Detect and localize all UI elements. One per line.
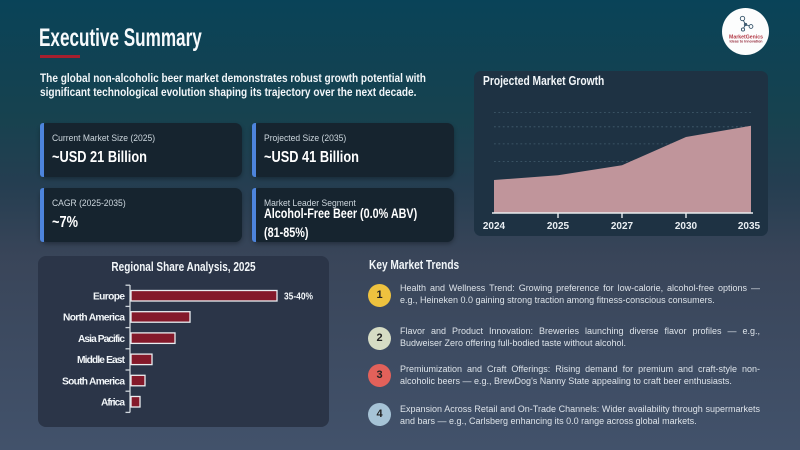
svg-text:Middle East: Middle East [77, 355, 126, 366]
svg-text:2035: 2035 [738, 221, 761, 232]
svg-text:2030: 2030 [675, 221, 698, 232]
svg-text:MarketGenics: MarketGenics [729, 34, 763, 40]
svg-text:35-40%: 35-40% [284, 292, 313, 303]
svg-text:2027: 2027 [611, 221, 634, 232]
svg-text:North America: North America [63, 313, 125, 324]
svg-text:2024: 2024 [483, 221, 506, 232]
svg-text:Ideas to Innovation: Ideas to Innovation [730, 40, 764, 44]
svg-text:Africa: Africa [101, 398, 125, 409]
svg-text:2025: 2025 [547, 221, 570, 232]
svg-text:South America: South America [62, 376, 125, 387]
svg-text:Asia Pacific: Asia Pacific [78, 334, 125, 345]
svg-text:Europe: Europe [93, 292, 125, 303]
